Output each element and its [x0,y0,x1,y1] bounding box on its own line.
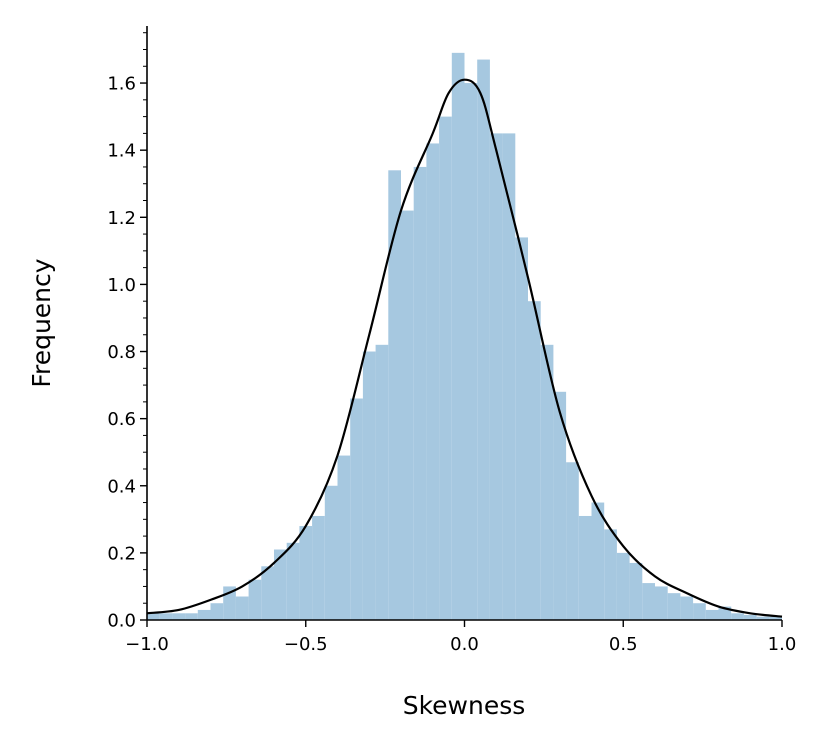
bar [261,566,274,620]
bar [743,614,757,620]
bar [667,593,681,620]
bar [210,603,224,620]
bar [451,52,465,620]
bar [604,529,617,620]
y-tick-label: 0.2 [107,543,136,564]
y-tick-label: 1.6 [107,74,136,95]
bar [401,210,414,620]
bar [375,344,389,620]
y-tick-label: 0.4 [107,476,136,497]
y-axis-label: Frequency [27,258,56,387]
bar [731,613,744,620]
x-tick-label: −0.5 [284,634,328,655]
bar [286,542,300,620]
bar [756,616,770,620]
bar [553,391,567,620]
y-tick-label: 1.2 [107,208,136,229]
bar [642,583,655,620]
bar [185,613,198,620]
bar [566,462,579,620]
bar [655,586,668,620]
bar [540,344,554,620]
bar [337,455,351,620]
x-tick-label: 1.0 [768,634,797,655]
y-tick-label: 0.6 [107,409,136,430]
bar [528,301,541,620]
bar [197,609,211,620]
y-tick-label: 1.4 [107,141,136,162]
bar [464,83,478,621]
bar [629,562,643,620]
bar [705,609,719,620]
bar [159,613,173,620]
bar [147,613,160,620]
bar [502,133,516,620]
x-axis-label: Skewness [403,691,526,720]
bar [324,485,338,620]
bar [312,515,325,620]
bar [578,515,592,620]
bar [515,237,528,621]
bar [439,116,452,620]
y-tick-label: 0.8 [107,342,136,363]
bar [693,603,706,620]
bar [362,351,376,620]
bar [248,579,262,620]
bar [477,59,490,620]
x-tick-label: 0.5 [609,634,638,655]
bar [274,549,287,620]
bar [591,502,605,620]
bar [350,398,363,620]
bar [769,616,782,620]
bar [426,143,440,620]
bar [413,166,427,620]
bar [616,552,630,620]
bar [299,526,313,620]
kde-line [146,78,783,618]
y-tick-label: 0.0 [107,611,136,632]
x-tick-label: −1.0 [125,634,169,655]
bar [235,596,249,620]
x-tick-label: 0.0 [450,634,479,655]
bar [388,170,401,620]
y-tick-label: 1.0 [107,275,136,296]
bar [680,596,694,620]
bar [489,133,503,620]
bar [172,613,186,620]
